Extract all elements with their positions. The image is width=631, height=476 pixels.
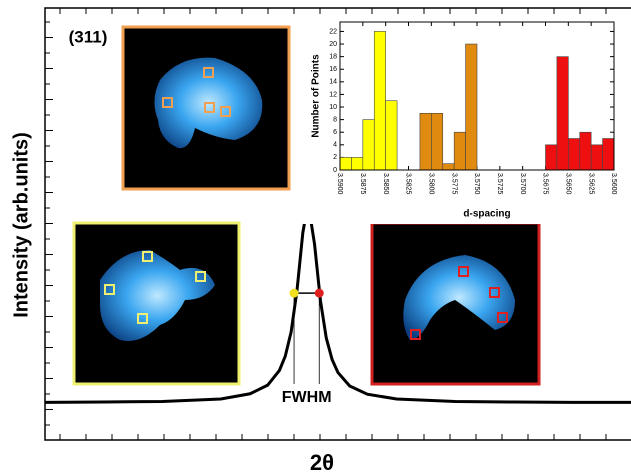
fwhm-label: FWHM xyxy=(282,389,332,406)
x-tick-label: 3.5725 xyxy=(496,173,503,195)
y-tick-label: 4 xyxy=(333,142,337,149)
histogram-bar xyxy=(373,31,386,171)
panel-title: (311) xyxy=(69,27,108,46)
histogram-bar xyxy=(351,157,364,171)
histogram-bar xyxy=(442,163,455,171)
diffraction-image-orange xyxy=(121,25,291,191)
x-tick-label: 3.5750 xyxy=(473,173,480,195)
diffraction-image-red xyxy=(370,221,541,386)
histogram-bar xyxy=(362,119,375,171)
y-tick-label: 12 xyxy=(329,91,337,98)
x-axis-label: 2θ xyxy=(310,450,334,475)
y-tick-label: 0 xyxy=(333,167,337,174)
x-tick-label: 3.5850 xyxy=(382,173,389,195)
histogram-bar xyxy=(556,56,569,171)
histogram-bar xyxy=(453,131,466,171)
y-tick-label: 18 xyxy=(329,53,337,60)
x-tick-label: 3.5650 xyxy=(564,173,571,195)
main-ticks xyxy=(45,8,607,440)
histogram-bar xyxy=(431,113,444,171)
y-tick-label: 16 xyxy=(329,66,337,73)
inset-histogram: 0 2 4 6 8 10 12 14 16 18 20 22 3.5900 3.5875 3.5850 3.5… xyxy=(329,22,617,195)
histogram-bar xyxy=(602,138,615,171)
y-tick-label: 6 xyxy=(333,129,337,136)
x-tick-label: 3.5825 xyxy=(405,173,412,195)
histogram-bar xyxy=(579,131,592,171)
diffraction-image-yellow xyxy=(72,221,241,386)
histogram-bar xyxy=(419,113,432,171)
inset-y-label: Number of Points xyxy=(311,54,322,138)
y-tick-label: 10 xyxy=(329,104,337,111)
y-tick-label: 2 xyxy=(333,154,337,161)
histogram-bar xyxy=(385,100,398,171)
histogram-bar xyxy=(339,157,352,171)
x-tick-label: 3.5900 xyxy=(336,173,343,195)
inset-x-label: d-spacing xyxy=(463,209,510,220)
histogram-bar xyxy=(590,144,603,171)
x-tick-label: 3.5675 xyxy=(542,173,549,195)
peak-marker xyxy=(289,288,299,298)
y-tick-label: 20 xyxy=(329,41,337,48)
y-tick-label: 14 xyxy=(329,79,337,86)
y-tick-label: 8 xyxy=(333,116,337,123)
histogram-bar xyxy=(465,43,478,171)
histogram-bar xyxy=(568,138,581,171)
histogram-bar xyxy=(545,144,558,171)
inset-frame xyxy=(339,21,615,171)
x-tick-label: 3.5700 xyxy=(519,173,526,195)
x-tick-label: 3.5800 xyxy=(427,173,434,195)
x-tick-label: 3.5600 xyxy=(610,173,617,195)
peak-marker xyxy=(314,288,324,298)
x-tick-label: 3.5625 xyxy=(587,173,594,195)
y-axis-label: Intensity (arb.units) xyxy=(10,132,32,318)
x-tick-label: 3.5775 xyxy=(450,173,457,195)
y-tick-label: 22 xyxy=(329,28,337,35)
x-tick-label: 3.5875 xyxy=(359,173,366,195)
